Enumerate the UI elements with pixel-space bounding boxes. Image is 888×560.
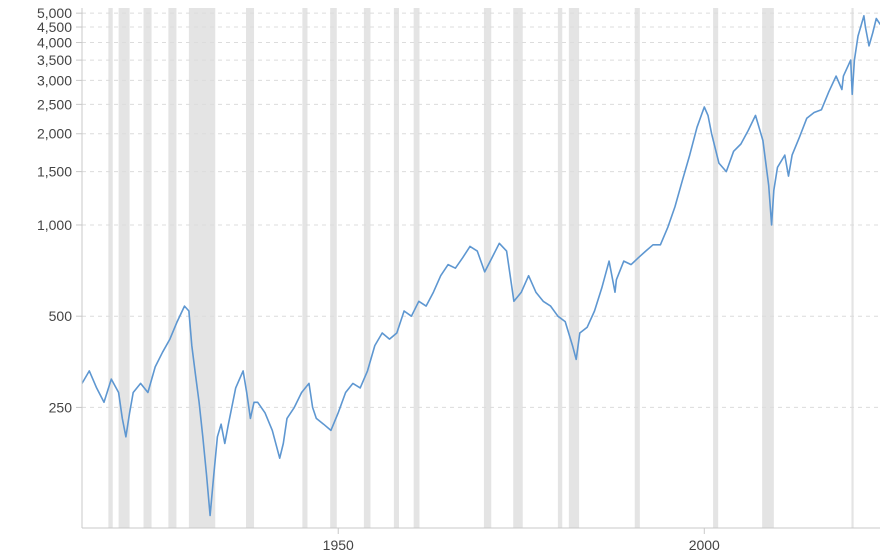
recession-band — [569, 8, 579, 528]
recession-band — [364, 8, 371, 528]
y-tick-label: 2,500 — [37, 96, 72, 112]
recession-band — [168, 8, 176, 528]
y-tick-label: 1,500 — [37, 164, 72, 180]
y-tick-label: 5,000 — [37, 5, 72, 21]
recession-band — [143, 8, 151, 528]
recession-band — [713, 8, 718, 528]
recession-band — [246, 8, 254, 528]
line-chart: 250 500 1,000 1,500 2,000 2,500 3,000 3,5004,00… — [0, 0, 888, 560]
y-tick-label: 500 — [49, 308, 73, 324]
y-tick-label: 4,000 — [37, 35, 72, 51]
x-tick-label: 2000 — [689, 537, 720, 553]
recession-band — [394, 8, 399, 528]
recession-band — [119, 8, 130, 528]
chart-container: 250 500 1,000 1,500 2,000 2,500 3,000 3,5004,00… — [0, 0, 888, 560]
recession-band — [330, 8, 337, 528]
recession-band — [108, 8, 112, 528]
recession-band — [414, 8, 420, 528]
y-tick-label: 3,000 — [37, 72, 72, 88]
recession-band — [558, 8, 562, 528]
recession-band — [302, 8, 307, 528]
recession-band — [762, 8, 774, 528]
y-tick-label: 4,500 — [37, 19, 72, 35]
y-tick-label: 3,500 — [37, 52, 72, 68]
recession-band — [189, 8, 215, 528]
y-tick-label: 2,000 — [37, 126, 72, 142]
recession-band — [513, 8, 523, 528]
y-tick-label: 1,000 — [37, 217, 72, 233]
y-tick-label: 250 — [49, 399, 73, 415]
recession-band — [635, 8, 640, 528]
x-tick-label: 1950 — [323, 537, 354, 553]
